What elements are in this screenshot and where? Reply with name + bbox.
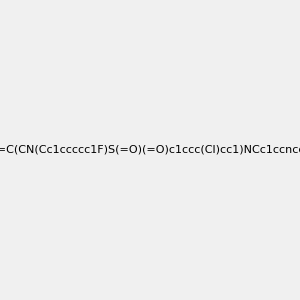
Text: O=C(CN(Cc1ccccc1F)S(=O)(=O)c1ccc(Cl)cc1)NCc1ccncc1: O=C(CN(Cc1ccccc1F)S(=O)(=O)c1ccc(Cl)cc1)… (0, 145, 300, 155)
